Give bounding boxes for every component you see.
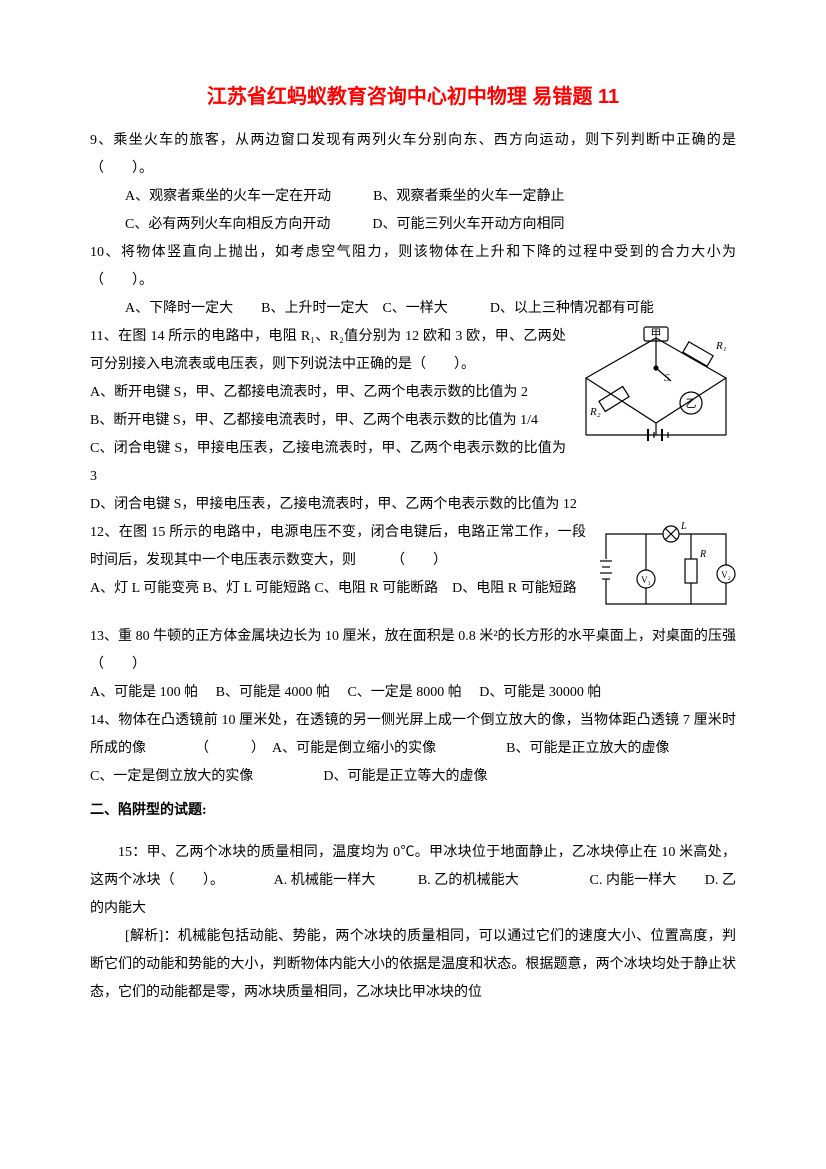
q9-optD: D、可能三列火车开动方向相同 xyxy=(372,217,564,232)
q9-optC: C、必有两列火车向相反方向开动 xyxy=(125,217,330,232)
q15-analysis: [解析]：机械能包括动能、势能，两个冰块的质量相同，可以通过它们的速度大小、位置… xyxy=(90,923,736,1007)
q13-stem: 13、重 80 牛顿的正方体金属块边长为 10 厘米，放在面积是 0.8 米²的… xyxy=(90,623,736,679)
label-r2: R₂ xyxy=(589,406,601,418)
q10-optB: B、上升时一定大 xyxy=(261,301,368,316)
circuit-15-figure: L V₁ R V₂ xyxy=(596,519,736,619)
q10-optD: D、以上三种情况都有可能 xyxy=(490,301,654,316)
q11-optC: C、闭合电键 S，甲接电压表，乙接电流表时，甲、乙两个电表示数的比值为 3 xyxy=(90,435,736,491)
q10-optC: C、一样大 xyxy=(382,301,447,316)
q9-opts-ab: A、观察者乘坐的火车一定在开动 B、观察者乘坐的火车一定静止 xyxy=(90,183,736,211)
label-s: S xyxy=(664,372,670,384)
q9-optA: A、观察者乘坐的火车一定在开动 xyxy=(125,189,331,204)
label-v1: V₁ xyxy=(641,575,651,585)
label-jia: 甲 xyxy=(651,328,662,340)
q10-opts: A、下降时一定大 B、上升时一定大 C、一样大 D、以上三种情况都有可能 xyxy=(90,295,736,323)
q10-optA: A、下降时一定大 xyxy=(125,301,233,316)
label-r1: R₁ xyxy=(715,340,727,352)
q15-stem: 15：甲、乙两个冰块的质量相同，温度均为 0℃。甲冰块位于地面静止，乙冰块停止在… xyxy=(90,839,736,923)
q13-opts: A、可能是 100 帕 B、可能是 4000 帕 C、一定是 8000 帕 D、… xyxy=(90,679,736,707)
label-yi: 乙 xyxy=(686,397,697,410)
label-L: L xyxy=(680,521,687,532)
section-2-heading: 二、陷阱型的试题: xyxy=(90,797,736,825)
label-R: R xyxy=(699,549,706,560)
q9-opts-cd: C、必有两列火车向相反方向开动 D、可能三列火车开动方向相同 xyxy=(90,211,736,239)
q11-optD: D、闭合电键 S，甲接电压表，乙接电流表时，甲、乙两个电表示数的比值为 12 xyxy=(90,491,736,519)
circuit-14-figure: 甲 R₁ R₂ S 乙 xyxy=(576,323,736,443)
q9-stem: 9、乘坐火车的旅客，从两边窗口发现有两列火车分别向东、西方向运动，则下列判断中正… xyxy=(90,127,736,183)
q10-stem: 10、将物体竖直向上抛出，如考虑空气阻力，则该物体在上升和下降的过程中受到的合力… xyxy=(90,239,736,295)
q9-optB: B、观察者乘坐的火车一定静止 xyxy=(373,189,564,204)
label-v2: V₂ xyxy=(721,570,731,580)
q14-opts-cd: C、一定是倒立放大的实像 D、可能是正立等大的虚像 xyxy=(90,763,736,791)
q14-stem: 14、物体在凸透镜前 10 厘米处，在透镜的另一侧光屏上成一个倒立放大的像，当物… xyxy=(90,707,736,763)
page-title: 江苏省红蚂蚁教育咨询中心初中物理 易错题 11 xyxy=(90,80,736,109)
